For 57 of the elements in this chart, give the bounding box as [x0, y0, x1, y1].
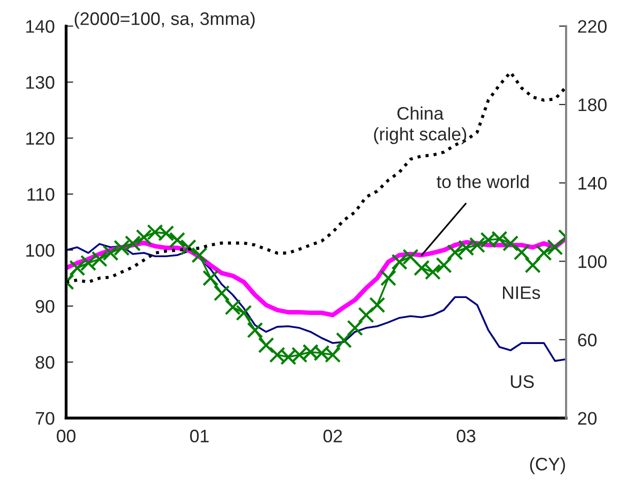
x-tick-label: 00 [56, 430, 76, 442]
point [180, 239, 196, 256]
point [546, 239, 564, 256]
point [246, 322, 264, 338]
point [414, 260, 430, 276]
point [114, 240, 130, 256]
point [136, 229, 152, 246]
point [424, 264, 441, 280]
point [169, 232, 186, 248]
line-series [66, 243, 566, 362]
series-label: China (right scale) [374, 106, 466, 144]
point [514, 244, 530, 260]
y-tick-label: 130 [26, 76, 54, 89]
point [91, 250, 108, 268]
x-tick-label: 02 [323, 430, 342, 442]
y2-tick-label: 220 [578, 20, 607, 33]
y2-tick-label: 60 [578, 334, 597, 346]
x-tick-label: 03 [456, 430, 476, 442]
point [69, 260, 86, 276]
point [236, 304, 252, 321]
y-tick-label: 70 [36, 412, 54, 425]
y-tick-label: 110 [28, 188, 54, 201]
y-tick-label: 140 [26, 20, 54, 33]
point [224, 299, 241, 316]
point [258, 337, 274, 354]
y2-tick-label: 100 [578, 255, 607, 268]
x-axis-title: (CY) [530, 457, 565, 474]
point [80, 254, 96, 272]
point [436, 257, 452, 274]
point [524, 257, 541, 274]
point [446, 244, 464, 260]
point [346, 320, 364, 336]
y-tick-label: 120 [26, 132, 54, 145]
series-label: NIEs [503, 286, 540, 300]
point [214, 285, 230, 302]
point [402, 248, 419, 265]
point [369, 296, 386, 314]
point [380, 270, 396, 286]
series-label: US [510, 375, 534, 388]
point [536, 244, 552, 261]
y2-tick-label: 20 [578, 412, 597, 425]
point [102, 244, 119, 261]
y-tick-label: 80 [36, 356, 54, 369]
point [202, 270, 219, 286]
point [358, 306, 374, 324]
annotation: (2000=100, sa, 3mma) [74, 12, 255, 29]
text: to the world [436, 174, 529, 188]
point [336, 332, 352, 348]
point [124, 235, 141, 252]
point [502, 235, 519, 252]
y-tick-label: 90 [36, 300, 54, 313]
point [191, 247, 208, 264]
x-tick-label: 01 [190, 430, 209, 442]
point [391, 254, 408, 270]
y2-tick-label: 140 [578, 176, 607, 190]
y-tick-label: 100 [26, 244, 54, 257]
y2-tick-label: 180 [578, 98, 607, 112]
